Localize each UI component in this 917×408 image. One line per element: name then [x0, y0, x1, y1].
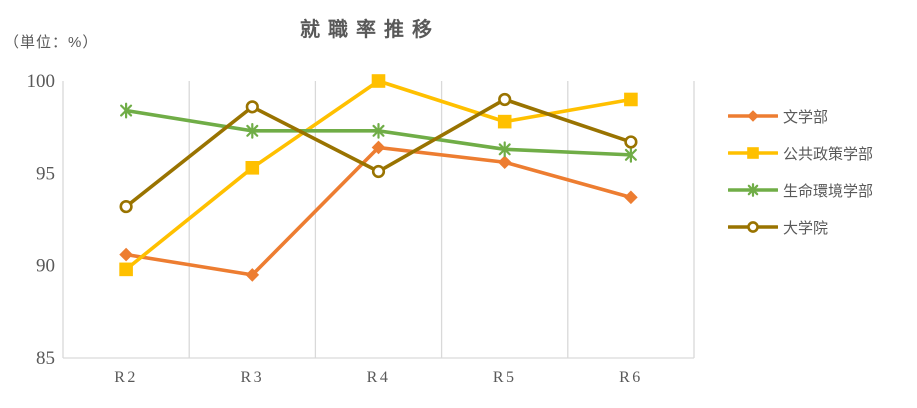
- series-文学部: [119, 140, 638, 282]
- data-point-marker: [624, 135, 638, 149]
- legend-item: 大学院: [728, 215, 873, 239]
- legend-label: 大学院: [783, 219, 829, 237]
- chart-title: 就職率推移: [300, 19, 440, 41]
- data-point-marker: [245, 160, 260, 175]
- data-point-marker: [119, 247, 133, 262]
- y-axis-tick-label: 90: [36, 256, 55, 277]
- legend-marker-icon: [728, 110, 778, 122]
- data-point-marker: [497, 155, 512, 170]
- x-axis-tick-label: R4: [367, 369, 391, 386]
- data-point-marker: [119, 199, 133, 214]
- data-point-marker: [747, 110, 759, 122]
- data-point-marker: [246, 122, 259, 139]
- data-point-marker: [624, 146, 637, 163]
- data-point-marker: [371, 164, 386, 179]
- series-大学院: [119, 92, 638, 214]
- data-point-marker: [747, 183, 759, 197]
- x-axis-tick-label: R2: [114, 369, 138, 386]
- series-生命環境学部: [120, 102, 637, 163]
- data-point-marker: [372, 122, 385, 139]
- data-point-marker: [498, 92, 512, 107]
- x-axis-tick-label: R3: [240, 369, 264, 386]
- data-point-marker: [245, 100, 259, 114]
- legend: 文学部公共政策学部 生命環境学部 大学院: [728, 104, 873, 239]
- legend-marker-icon: [728, 183, 778, 197]
- data-point-marker: [371, 74, 386, 88]
- y-axis-tick-label: 100: [27, 71, 56, 92]
- data-point-marker: [747, 221, 759, 233]
- data-point-marker: [498, 141, 511, 158]
- data-point-marker: [371, 140, 386, 155]
- legend-marker-icon: [728, 221, 778, 233]
- y-axis-tick-label: 95: [36, 163, 55, 184]
- data-point-marker: [119, 262, 133, 277]
- legend-marker-icon: [728, 147, 778, 159]
- legend-label: 生命環境学部: [783, 182, 874, 200]
- legend-item: 公共政策学部: [728, 141, 873, 165]
- data-point-marker: [747, 147, 759, 159]
- unit-label: （単位：%）: [4, 34, 99, 51]
- data-point-marker: [497, 114, 512, 129]
- data-point-marker: [245, 268, 260, 282]
- data-point-marker: [120, 102, 133, 119]
- y-axis-tick-label: 85: [36, 348, 55, 369]
- x-axis-tick-label: R6: [619, 369, 643, 386]
- data-point-marker: [624, 190, 638, 205]
- legend-label: 公共政策学部: [783, 145, 874, 163]
- legend-item: 生命環境学部: [728, 178, 873, 202]
- data-point-marker: [624, 92, 638, 107]
- x-axis-tick-label: R5: [493, 369, 517, 386]
- legend-label: 文学部: [783, 108, 829, 126]
- legend-item: 文学部: [728, 104, 873, 128]
